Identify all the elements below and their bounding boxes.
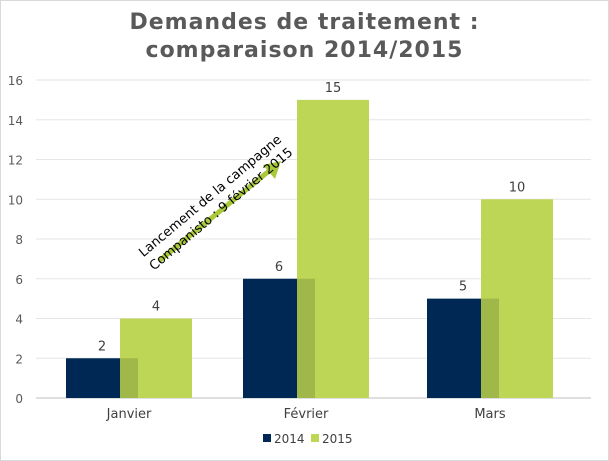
bar-overlap-Mars bbox=[481, 298, 499, 398]
x-tick-label: Février bbox=[284, 407, 329, 422]
chart-title: Demandes de traitement : comparaison 201… bbox=[1, 9, 608, 65]
y-tick-label: 0 bbox=[15, 392, 23, 406]
legend-swatch-2014 bbox=[263, 434, 271, 442]
data-label-2015: 10 bbox=[509, 180, 526, 195]
data-label-2014: 5 bbox=[459, 280, 467, 295]
y-tick-label: 16 bbox=[8, 74, 23, 88]
bar-overlap-Février bbox=[297, 278, 315, 398]
data-label-2014: 6 bbox=[275, 260, 283, 275]
data-label-2014: 2 bbox=[98, 339, 106, 354]
annotation-arrow-shaft bbox=[157, 169, 271, 263]
data-label-2015: 4 bbox=[152, 300, 160, 315]
data-label-2015: 15 bbox=[325, 81, 342, 96]
bar-overlap-Janvier bbox=[120, 358, 138, 398]
title-line-1: Demandes de traitement : bbox=[129, 10, 480, 35]
legend-label-2015: 2015 bbox=[322, 432, 353, 446]
annotation-arrow-head bbox=[263, 161, 281, 179]
y-tick-label: 4 bbox=[15, 313, 23, 327]
y-tick-label: 2 bbox=[15, 352, 23, 366]
x-tick-label: Janvier bbox=[106, 407, 152, 422]
legend-swatch-2015 bbox=[311, 434, 319, 442]
y-tick-label: 12 bbox=[8, 154, 23, 168]
y-tick-label: 6 bbox=[15, 273, 23, 287]
y-tick-label: 8 bbox=[15, 233, 23, 247]
x-tick-label: Mars bbox=[474, 407, 506, 422]
y-tick-label: 14 bbox=[8, 114, 23, 128]
y-tick-label: 10 bbox=[8, 193, 23, 207]
title-line-2: comparaison 2014/2015 bbox=[145, 38, 464, 63]
legend-label-2014: 2014 bbox=[274, 432, 305, 446]
